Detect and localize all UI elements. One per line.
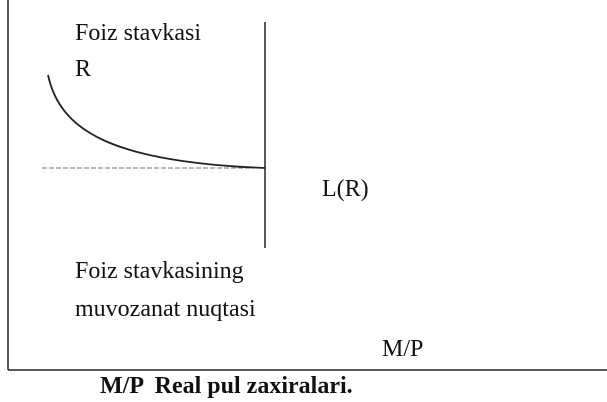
x-axis-label: M/P [382,336,423,362]
curve-label: L(R) [322,176,369,202]
y-axis-label: Foiz stavkasi [75,20,201,46]
equilibrium-label: muvozanat nuqtasi [75,296,256,322]
y-axis-symbol: R [75,56,91,82]
liquidity-curve [47,74,266,169]
caption: M/P Real pul zaxiralari. [100,373,353,399]
equilibrium-label: Foiz stavkasining [75,258,244,284]
